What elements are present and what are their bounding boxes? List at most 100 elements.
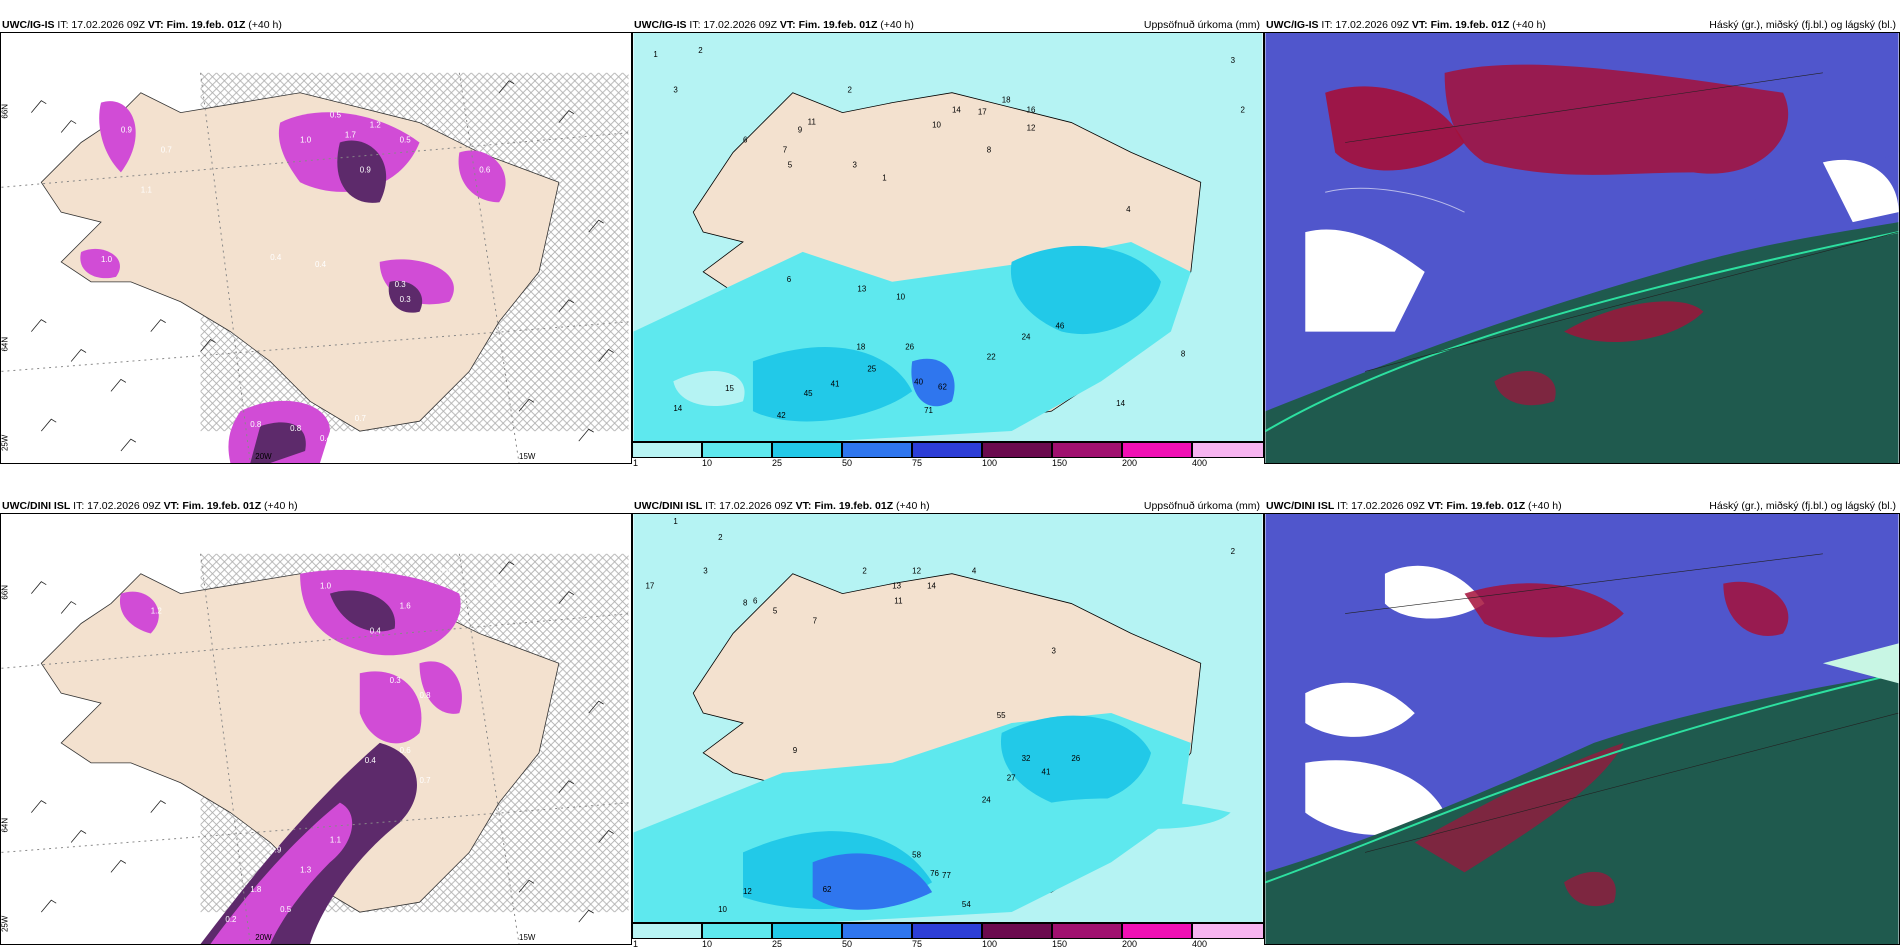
value-label: 0.5 (489, 582, 501, 591)
value-label: 25 (867, 364, 876, 373)
precip-colorbar: 1 10 25 50 75 100 150 200 400 (632, 442, 1264, 468)
value-label: 1.6 (400, 602, 412, 611)
value-label: 15 (725, 384, 734, 393)
value-label: 2 (1231, 547, 1236, 556)
value-label: 0.5 (280, 905, 292, 914)
value-label: 0.7 (420, 776, 432, 785)
precip-value-labels: 0.3 0.6 1.0 0.5 1.6 0.4 0.3 0.8 1.2 0.4 … (151, 562, 501, 924)
value-label: 2 (1241, 106, 1246, 115)
cloud-cover-map[interactable] (1264, 32, 1900, 464)
wind-precip-map[interactable]: 66N 64N 25W 20W 15W 0.9 0.5 1.0 0.7 1.7 … (0, 32, 632, 464)
value-label: 6 (787, 275, 792, 284)
iceland-land (40, 573, 560, 913)
panel-title: Háský (gr.), miðský (fj.bl.) og lágský (… (1709, 19, 1896, 31)
colorbar-swatch (1122, 923, 1192, 939)
colorbar-label: 100 (982, 939, 998, 949)
cloud-cover-map[interactable] (1264, 513, 1900, 945)
value-label: 3 (673, 86, 678, 95)
colorbar-swatch (702, 442, 772, 458)
value-label: 1.3 (300, 865, 312, 874)
colorbar-swatch (912, 923, 982, 939)
value-label: 0.7 (355, 414, 367, 423)
lead-time: (+40 h) (1512, 19, 1546, 31)
value-label: 9 (793, 746, 798, 755)
colorbar-swatch (772, 442, 842, 458)
value-label: 42 (777, 411, 786, 420)
wind-precip-map[interactable]: 66N 64N 25W 20W 15W 0.3 0.6 1.0 0.5 1.6 … (0, 513, 632, 945)
precip-value-labels: 1 2 3 6 9 11 7 5 3 2 1 14 16 17 10 12 18… (653, 46, 1245, 420)
wind-precip-panel-igis: UWC/IG-IS IT: 17.02.2026 09Z VT: Fim. 19… (0, 14, 632, 464)
value-label: 0.8 (290, 424, 302, 433)
colorbar-swatch (982, 442, 1052, 458)
colorbar-label: 200 (1122, 458, 1138, 468)
value-label: 1.2 (151, 607, 163, 616)
colorbar-swatch (1192, 923, 1264, 939)
value-label: 76 (930, 869, 939, 878)
colorbar-label: 100 (982, 458, 998, 468)
value-label: 6 (743, 135, 748, 144)
accum-precip-map[interactable]: 1 2 3 6 9 11 7 5 3 2 1 14 16 17 10 12 18… (632, 32, 1264, 442)
value-label: 1 (882, 173, 887, 182)
value-label: 17 (978, 108, 987, 117)
lon-label-25w: 25W (0, 915, 9, 932)
colorbar-swatch (632, 442, 702, 458)
valid-time: VT: Fim. 19.feb. 01Z (1427, 500, 1526, 512)
value-label: 17 (645, 582, 654, 591)
lat-label-64n: 64N (0, 337, 9, 352)
value-label: 14 (952, 106, 961, 115)
value-label: 2 (718, 533, 723, 542)
precip-value-labels: 0.9 0.5 1.0 0.7 1.7 1.2 0.5 0.9 0.6 0.4 … (101, 111, 491, 443)
value-label: 41 (1042, 768, 1051, 777)
colorbar-label: 10 (702, 458, 713, 468)
colorbar-swatch (632, 923, 702, 939)
precip-colorbar: 1 10 25 50 75 100 150 200 400 (632, 923, 1264, 949)
model-name: UWC/DINI ISL (634, 500, 703, 512)
accum-precip-panel-dini: UWC/DINI ISL IT: 17.02.2026 09Z VT: Fim.… (632, 495, 1264, 949)
init-time: IT: 17.02.2026 09Z (1337, 500, 1425, 512)
colorbar-swatch (1052, 442, 1122, 458)
value-label: 3 (703, 567, 708, 576)
lead-time: (+40 h) (264, 500, 298, 512)
precip-value-labels: 1 2 3 8 6 5 7 13 14 11 12 17 9 2 4 32 27… (645, 517, 1235, 914)
value-label: 14 (673, 404, 682, 413)
value-label: 1.0 (320, 582, 332, 591)
value-label: 12 (912, 567, 921, 576)
panel-title: Uppsöfnuð úrkoma (mm) (1143, 500, 1260, 512)
colorbar-swatch (772, 923, 842, 939)
accum-precip-map[interactable]: 1 2 3 8 6 5 7 13 14 11 12 17 9 2 4 32 27… (632, 513, 1264, 923)
value-label: 1.0 (300, 135, 312, 144)
value-label: 0.9 (270, 845, 282, 854)
value-label: 1.1 (141, 185, 153, 194)
value-label: 7 (783, 145, 788, 154)
colorbar-swatch (842, 442, 912, 458)
colorbar-swatch (1052, 923, 1122, 939)
value-label: 9 (798, 126, 803, 135)
accum-precip-panel-igis: UWC/IG-IS IT: 17.02.2026 09Z VT: Fim. 19… (632, 14, 1264, 468)
value-label: 0.6 (439, 567, 451, 576)
init-time: IT: 17.02.2026 09Z (73, 500, 161, 512)
value-label: 18 (856, 342, 865, 351)
value-label: 0.4 (370, 626, 382, 635)
lon-label-20w: 20W (255, 933, 272, 942)
value-label: 1.2 (370, 121, 382, 130)
value-label: 8 (1181, 349, 1186, 358)
value-label: 5 (788, 160, 793, 169)
value-label: 0.5 (400, 135, 412, 144)
value-label: 5 (773, 607, 778, 616)
wind-barbs (31, 561, 614, 923)
colorbar-label: 75 (912, 458, 923, 468)
value-label: 14 (1116, 399, 1125, 408)
colorbar-swatch (1192, 442, 1264, 458)
lon-label-15w: 15W (519, 933, 536, 942)
value-label: 13 (857, 285, 866, 294)
value-label: 1.7 (345, 131, 357, 140)
value-label: 58 (912, 850, 921, 859)
value-label: 0.3 (395, 280, 407, 289)
colorbar-swatch (982, 923, 1052, 939)
value-label: 0.8 (420, 691, 432, 700)
init-time: IT: 17.02.2026 09Z (57, 19, 145, 31)
value-label: 26 (1071, 754, 1080, 763)
value-label: 55 (997, 711, 1006, 720)
value-label: 0.8 (250, 420, 262, 429)
colorbar-label: 1 (633, 458, 639, 468)
